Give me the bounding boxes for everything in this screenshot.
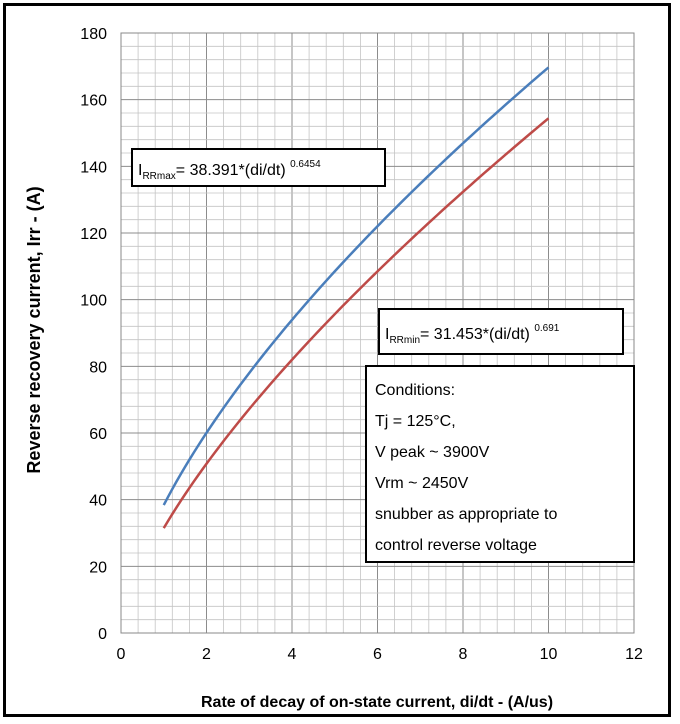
- x-tick-label: 4: [288, 646, 297, 663]
- conditions-line: snubber as appropriate to: [375, 506, 557, 523]
- y-axis-label: Reverse recovery current, Irr - (A): [24, 186, 44, 473]
- irrmin-exponent: 0.691: [534, 323, 559, 334]
- irrmax-subscript: RRmax: [142, 171, 175, 182]
- conditions-lines: Conditions: Tj = 125°C, V peak ~ 3900V Vrm …: [375, 382, 557, 554]
- irrmin-subscript: RRmin: [389, 335, 420, 346]
- chart-frame: [3, 3, 671, 717]
- y-tick-label: 40: [89, 493, 107, 510]
- x-tick-label: 10: [540, 646, 558, 663]
- y-tick-label: 0: [98, 626, 107, 643]
- x-tick-labels: 0 2 4 6 8 10 12: [117, 646, 643, 663]
- y-tick-label: 160: [80, 93, 107, 110]
- x-tick-label: 6: [373, 646, 382, 663]
- x-axis-label: Rate of decay of on-state current, di/dt…: [201, 694, 553, 711]
- svg-text:IRRmin= 31.453*(di/dt) 0.691: IRRmin= 31.453*(di/dt) 0.691: [385, 323, 560, 346]
- series-line-irrmax: [162, 66, 550, 506]
- x-tick-label: 12: [625, 646, 643, 663]
- irrmax-symbol: I: [138, 162, 142, 179]
- irrmin-symbol: I: [385, 326, 389, 343]
- y-tick-label: 100: [80, 293, 107, 310]
- conditions-line: V peak ~ 3900V: [375, 444, 490, 461]
- x-tick-label: 8: [459, 646, 468, 663]
- y-tick-label: 60: [89, 426, 107, 443]
- conditions-line: Tj = 125°C,: [375, 413, 456, 430]
- irrmax-formula: = 38.391*(di/dt): [176, 162, 290, 179]
- irrmin-equation-box: IRRmin= 31.453*(di/dt) 0.691: [378, 308, 624, 355]
- y-tick-label: 20: [89, 559, 107, 576]
- series-layer: [162, 66, 550, 529]
- irrmax-equation-box: IRRmax= 38.391*(di/dt) 0.6454: [131, 148, 386, 187]
- conditions-line: Vrm ~ 2450V: [375, 475, 469, 492]
- y-tick-label: 80: [89, 359, 107, 376]
- svg-text:IRRmax= 38.391*(di/dt) 0.6454: IRRmax= 38.391*(di/dt) 0.6454: [138, 159, 321, 182]
- conditions-line: Conditions:: [375, 382, 455, 399]
- y-tick-label: 180: [80, 26, 107, 43]
- y-tick-labels: 0 20 40 60 80 100 120 140 160 180: [80, 26, 107, 643]
- x-tick-label: 2: [202, 646, 211, 663]
- y-tick-label: 120: [80, 226, 107, 243]
- conditions-line: control reverse voltage: [375, 537, 537, 554]
- series-line-irrmin: [162, 117, 550, 529]
- plot-area-border: [120, 32, 635, 634]
- irrmax-exponent: 0.6454: [290, 159, 321, 170]
- y-tick-label: 140: [80, 159, 107, 176]
- irrmin-formula: = 31.453*(di/dt): [420, 326, 534, 343]
- x-tick-label: 0: [117, 646, 126, 663]
- conditions-box: Conditions: Tj = 125°C, V peak ~ 3900V Vrm …: [365, 365, 635, 563]
